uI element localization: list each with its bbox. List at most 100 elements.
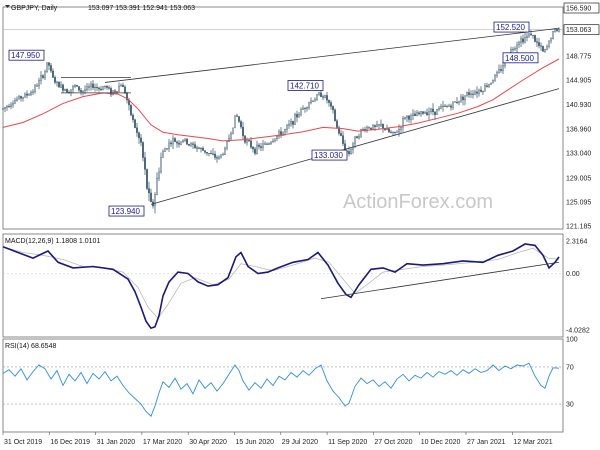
candle-body <box>160 157 162 173</box>
candle-body <box>380 123 382 126</box>
candle-body <box>80 89 82 92</box>
time-axis-label: 31 Jan 2020 <box>97 439 136 446</box>
candle-body <box>474 91 476 95</box>
candle-body <box>262 143 264 148</box>
candle-body <box>50 65 52 72</box>
price-annotation: 152.520 <box>496 23 525 32</box>
candle-body <box>172 138 174 145</box>
candle-body <box>186 138 188 145</box>
candle-body <box>332 106 334 111</box>
price-annotation-box <box>8 49 45 61</box>
candle-body <box>252 146 254 150</box>
last-price-tag <box>563 24 600 36</box>
candle-body <box>98 87 100 90</box>
candle-body <box>66 89 68 93</box>
candle-body <box>214 153 216 158</box>
time-axis-label: 16 Dec 2019 <box>50 439 90 446</box>
candle-body <box>274 138 276 142</box>
candle-body <box>460 96 462 102</box>
candle-body <box>324 95 326 98</box>
candle-body <box>44 71 46 78</box>
candle-body <box>330 102 332 107</box>
candle-body <box>468 92 470 95</box>
candle-body <box>240 121 242 128</box>
time-axis-label: 17 Mar 2020 <box>143 439 182 446</box>
candle-body <box>150 192 152 202</box>
candle-body <box>84 89 86 92</box>
trendline <box>150 88 560 205</box>
candle-body <box>100 88 102 91</box>
candle-body <box>106 85 108 88</box>
candle-body <box>348 151 350 155</box>
candle-body <box>374 125 376 127</box>
candle-body <box>146 169 148 189</box>
candle-body <box>96 87 98 89</box>
candle-body <box>4 107 6 109</box>
candle-body <box>412 113 414 117</box>
candle-body <box>250 140 252 148</box>
candle-body <box>188 144 190 146</box>
candle-body <box>198 147 200 149</box>
candle-body <box>282 131 284 136</box>
candle-body <box>428 111 430 115</box>
candle-body <box>420 111 422 115</box>
candle-body <box>222 154 224 156</box>
time-axis-label: 27 Jan 2021 <box>467 439 506 446</box>
candle-body <box>550 38 552 42</box>
candle-body <box>284 129 286 133</box>
price-annotation: 123.940 <box>111 207 140 216</box>
candle-body <box>534 34 536 42</box>
price-tick-label: 153.063 <box>566 27 591 34</box>
candle-body <box>424 112 426 114</box>
candle-body <box>212 153 214 155</box>
time-axis-label: 30 Apr 2020 <box>189 439 227 446</box>
menu-triangle-icon <box>5 5 10 8</box>
candle-body <box>340 133 342 136</box>
rsi-tick-label: 30 <box>566 402 574 409</box>
candle-body <box>232 127 234 134</box>
price-annotation: 133.030 <box>314 151 343 160</box>
candle-body <box>246 139 248 143</box>
price-annotation: 148.500 <box>505 54 534 63</box>
candle-body <box>366 127 368 132</box>
time-axis-label: 31 Oct 2019 <box>4 439 42 446</box>
candle-body <box>230 133 232 139</box>
candle-body <box>134 119 136 128</box>
candle-body <box>406 115 408 118</box>
candle-body <box>554 29 556 32</box>
price-annotation-box <box>287 80 324 91</box>
candle-body <box>336 120 338 128</box>
candle-body <box>548 40 550 47</box>
candle-body <box>220 154 222 158</box>
candle-body <box>14 100 16 104</box>
candle-body <box>310 100 312 104</box>
candle-body <box>524 37 526 43</box>
candle-body <box>488 83 490 87</box>
candle-body <box>296 114 298 118</box>
candle-body <box>320 92 322 97</box>
candle-body <box>322 96 324 98</box>
candle-body <box>448 105 450 107</box>
candle-body <box>196 147 198 149</box>
candle-body <box>260 146 262 148</box>
candle-body <box>216 157 218 159</box>
candle-body <box>404 117 406 119</box>
candle-body <box>494 75 496 81</box>
candle-body <box>538 42 540 46</box>
candle-body <box>200 148 202 150</box>
candle-body <box>394 131 396 133</box>
price-tick-label: 156.590 <box>566 6 591 13</box>
candle-body <box>518 42 520 46</box>
candle-body <box>34 85 36 93</box>
rsi-pane <box>2 338 564 433</box>
price-annotation-box <box>502 52 539 64</box>
candle-body <box>432 108 434 112</box>
candle-body <box>10 104 12 107</box>
candle-body <box>136 127 138 133</box>
candle-body <box>328 99 330 103</box>
candle-body <box>294 114 296 125</box>
candle-body <box>108 87 110 89</box>
candle-body <box>86 86 88 91</box>
candle-body <box>462 96 464 101</box>
candle-body <box>522 38 524 43</box>
